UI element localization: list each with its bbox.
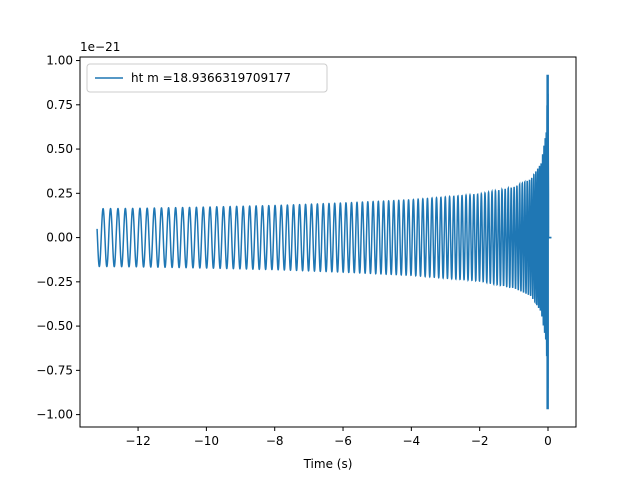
x-axis-title: Time (s) [303,457,353,471]
legend-entry: ht m =18.9366319709177 [131,71,291,85]
y-offset-label: 1e−21 [80,40,120,54]
y-tick-label: 0.25 [46,186,73,200]
x-tick-label: −6 [334,434,352,448]
plot-area [96,74,552,410]
x-tick-label: −4 [402,434,420,448]
x-tick-label: −8 [266,434,284,448]
x-tick-label: −12 [125,434,150,448]
axes-frame [79,56,577,428]
x-tick-label: −2 [471,434,489,448]
x-tick-label: −10 [194,434,219,448]
x-tick-label: 0 [544,434,552,448]
legend-box [86,63,328,93]
y-tick-label: −0.25 [36,275,73,289]
y-tick-label: 0.75 [46,98,73,112]
y-tick-label: 0.50 [46,142,73,156]
waveform-series-line [96,88,552,389]
x-axis: −12 −10 −8 −6 −4 −2 0 [125,427,552,448]
legend: ht m =18.9366319709177 [86,63,328,93]
y-tick-label: −1.00 [36,408,73,422]
y-axis: −1.00 −0.75 −0.50 −0.25 0.00 0.25 0.50 0.75 1.00 [36,54,80,422]
y-tick-label: −0.75 [36,363,73,377]
y-tick-label: −0.50 [36,319,73,333]
y-tick-label: 1.00 [46,54,73,68]
y-tick-label: 0.00 [46,231,73,245]
